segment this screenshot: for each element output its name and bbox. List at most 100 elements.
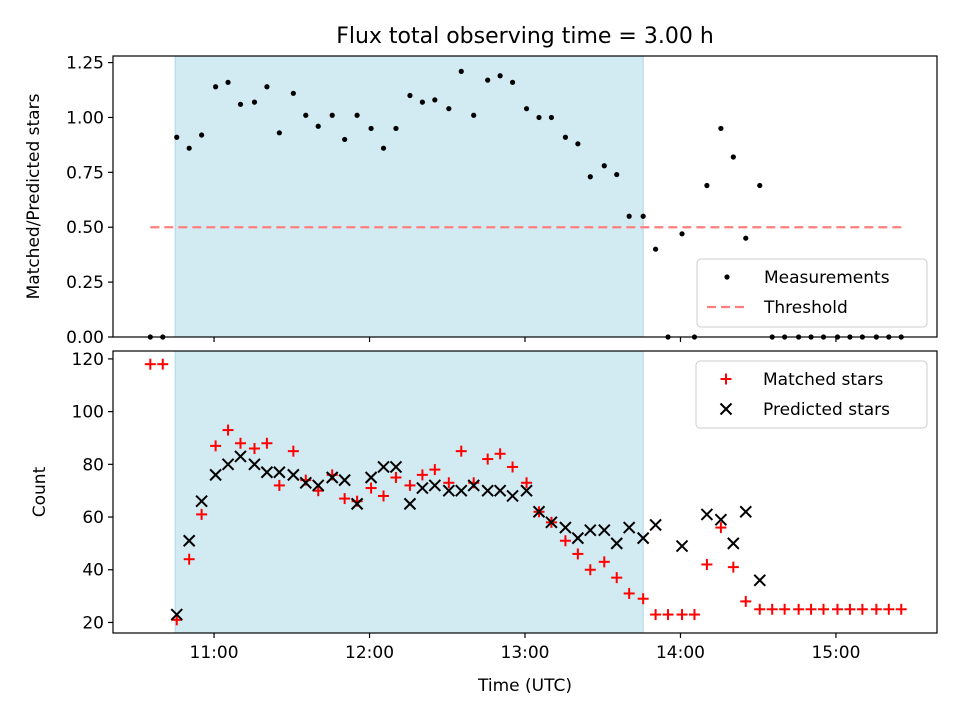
ratio-legend-label-1: Threshold [763,298,848,318]
count-legend-box [695,360,928,429]
count-point-0-34 [584,564,596,576]
ratio-point-0-11 [290,90,296,96]
ratio-point-0-35 [601,163,607,169]
ratio-y-tick-label-2: 0.50 [66,218,104,238]
count-point-0-32 [559,535,571,547]
count-point-1-14-b [350,497,364,511]
count-point-0-44 [715,522,727,534]
count-point-1-9-b [287,468,300,482]
count-point-1-8 [273,466,286,479]
count-point-0-21 [416,469,428,481]
count-point-1-18 [403,497,417,511]
count-x-tick-label-2: 13:00 [501,643,550,663]
ratio-point-0-28 [509,79,516,85]
ratio-point-0-30 [536,114,542,121]
count-point-1-33 [598,524,611,537]
ratio-point-0-29 [523,106,530,112]
count-point-1-24 [481,484,494,497]
ratio-point-0-46 [743,235,749,241]
ratio-point-0-37 [626,213,632,219]
count-point-0-18 [378,490,390,502]
count-point-1-37-b [649,518,662,532]
count-x-axis: 11:00 12:00 13:00 14:00 15:00 [190,633,860,663]
count-point-1-11 [312,479,325,492]
count-point-0-35 [598,556,610,568]
count-series-1 [170,450,766,621]
ratio-point-0-12 [303,112,309,118]
count-point-0-55 [856,603,868,615]
count-point-0-10 [273,479,285,491]
count-point-0-3 [183,553,195,565]
count-point-0-29 [521,477,533,489]
count-point-0-1 [157,358,169,370]
count-point-1-8-b [273,466,286,479]
ratio-point-0-32 [562,134,569,140]
count-point-1-2 [195,495,208,508]
count-point-1-3-b [209,468,222,482]
count-y-tick-label-0: 20 [82,613,104,633]
count-point-1-5-b [234,450,247,463]
count-point-0-17 [365,482,377,494]
ratio-point-0-23 [446,106,452,112]
count-point-0-47 [754,603,766,615]
count-point-1-22 [455,484,468,497]
count-point-1-43 [753,574,766,587]
count-point-1-15 [364,471,378,484]
count-point-0-0 [144,358,156,370]
count-point-1-7-b [260,466,274,479]
count-point-0-43 [701,558,713,570]
count-point-1-20-b [428,479,442,492]
count-point-1-28-b [532,505,546,518]
ratio-point-0-21 [419,99,425,105]
count-y-tick-label-4: 100 [72,403,104,423]
count-point-1-38-b [675,539,689,553]
count-y-tick-label-5: 120 [72,350,104,370]
count-point-0-36 [611,572,623,584]
count-point-0-49 [779,603,791,615]
count-point-1-22-b [455,484,468,497]
count-point-0-45 [727,561,739,573]
count-point-1-35 [622,521,636,534]
count-point-1-36 [636,531,650,545]
ratio-point-0-6 [225,79,231,85]
ratio-point-0-3 [186,145,192,151]
ratio-point-0-34 [587,174,593,180]
count-point-0-38 [637,593,649,605]
count-point-0-28 [507,461,519,473]
count-point-0-7 [234,437,246,449]
ratio-point-0-15 [342,136,348,143]
count-x-tick-label-4: 15:00 [811,643,860,663]
count-point-0-15 [339,493,351,505]
ratio-point-0-25 [471,112,477,118]
ratio-point-0-2 [174,134,180,140]
ratio-point-0-19 [393,125,399,132]
count-point-1-3 [209,468,222,482]
count-point-1-39-b [700,508,714,521]
ratio-y-axis-label: Matched/Predicted stars [24,93,44,299]
count-point-1-35-b [622,521,636,534]
count-point-0-9 [261,437,273,449]
count-point-1-4 [221,458,235,471]
count-point-1-33-b [598,524,611,537]
count-legend-label-0: Matched stars [763,370,883,390]
count-point-1-10 [299,476,312,489]
count-point-1-43-b [753,574,766,587]
count-point-0-33 [572,548,584,560]
count-point-1-16 [377,460,390,474]
count-point-1-37 [649,518,662,532]
count-point-1-21-b [442,484,456,497]
ratio-legend: Measurements Threshold [696,258,928,328]
count-point-1-10-b [299,476,312,489]
count-point-0-53 [831,603,843,615]
count-point-1-5 [234,450,247,463]
count-point-0-56 [870,603,882,615]
ratio-point-0-41 [679,231,685,237]
ratio-point-0-7 [237,101,244,107]
count-point-1-26-b [506,489,519,503]
count-point-0-20 [404,479,416,491]
count-point-1-1 [182,534,196,547]
count-point-1-23-b [467,479,480,492]
count-point-0-50 [793,603,805,615]
count-point-0-52 [818,603,830,615]
count-point-1-15-b [364,471,378,484]
